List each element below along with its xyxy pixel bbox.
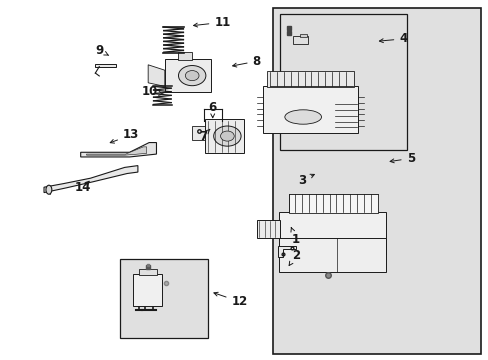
- Text: 7: 7: [199, 129, 209, 143]
- Bar: [293, 36, 307, 44]
- Bar: [278, 238, 386, 271]
- Bar: [267, 71, 353, 87]
- Polygon shape: [81, 143, 156, 157]
- Text: 12: 12: [213, 292, 247, 308]
- Bar: [192, 126, 205, 140]
- Bar: [278, 212, 386, 254]
- Bar: [205, 119, 244, 153]
- Bar: [299, 34, 306, 37]
- Circle shape: [213, 126, 241, 146]
- Text: 9: 9: [95, 44, 108, 57]
- Text: 14: 14: [75, 181, 91, 194]
- Polygon shape: [44, 166, 138, 193]
- Text: 8: 8: [232, 55, 260, 68]
- Bar: [177, 52, 192, 60]
- Bar: [256, 220, 280, 238]
- Text: 2: 2: [288, 249, 299, 266]
- Text: 10: 10: [141, 85, 163, 98]
- Polygon shape: [277, 246, 296, 257]
- Bar: [133, 274, 162, 306]
- Bar: [279, 14, 406, 150]
- Text: 1: 1: [290, 228, 299, 246]
- Bar: [139, 269, 157, 275]
- Text: 13: 13: [110, 129, 139, 143]
- Text: 5: 5: [389, 152, 414, 165]
- Ellipse shape: [284, 110, 321, 124]
- Bar: [263, 86, 357, 133]
- Bar: [288, 194, 377, 213]
- Polygon shape: [86, 147, 146, 155]
- Ellipse shape: [46, 185, 52, 194]
- Circle shape: [185, 71, 199, 81]
- Bar: [120, 259, 207, 338]
- Bar: [164, 59, 211, 92]
- Polygon shape: [95, 64, 116, 67]
- Text: 3: 3: [298, 174, 314, 186]
- Polygon shape: [148, 65, 164, 86]
- Circle shape: [220, 131, 234, 141]
- Text: 4: 4: [379, 32, 407, 45]
- Text: 11: 11: [193, 16, 230, 29]
- Circle shape: [178, 66, 205, 86]
- Bar: [272, 8, 480, 354]
- Text: 6: 6: [208, 101, 216, 118]
